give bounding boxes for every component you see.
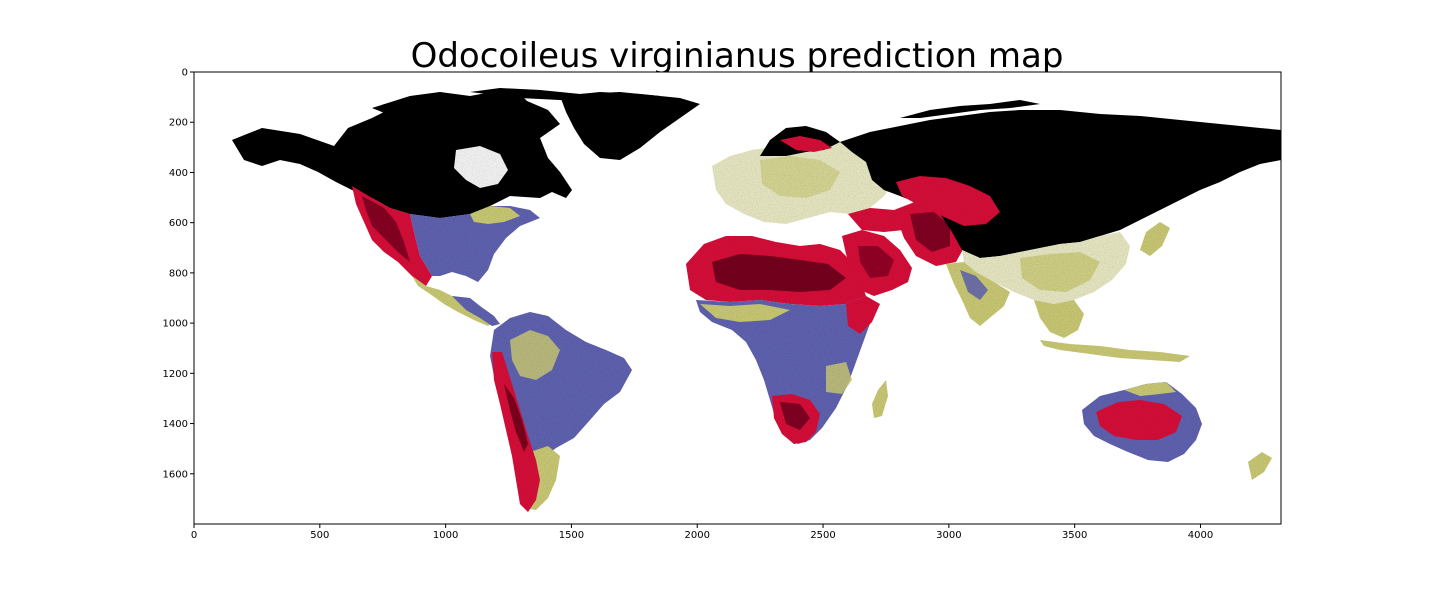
- y-axis-ticks: 0 200 400 600 800 1000 1200 1400 1600: [163, 68, 194, 480]
- europe: [712, 126, 900, 224]
- central-africa: [696, 296, 872, 444]
- madagascar: [872, 380, 888, 418]
- x-tick-label: 2000: [685, 530, 710, 541]
- map-title: Odocoileus virginianus prediction map: [411, 36, 1064, 76]
- indonesia: [1040, 340, 1190, 362]
- arctic-islands: [372, 92, 530, 116]
- central-america: [452, 296, 500, 326]
- east-africa-high: [826, 362, 852, 394]
- horn-of-africa: [846, 296, 880, 334]
- central-asia-red: [896, 176, 1000, 226]
- great-lakes-high: [470, 206, 520, 224]
- new-zealand: [1248, 452, 1272, 480]
- x-tick-label: 2500: [810, 530, 835, 541]
- amazon-high: [510, 330, 560, 380]
- china-high-2: [1020, 252, 1100, 292]
- asia: [840, 100, 1281, 362]
- sahel-high: [700, 304, 790, 322]
- australia-high: [1124, 382, 1176, 396]
- y-tick-label: 1200: [163, 369, 188, 380]
- x-tick-label: 1500: [559, 530, 584, 541]
- north-america-boreal: [232, 96, 572, 218]
- y-tick-label: 200: [169, 118, 188, 129]
- persia-dark: [910, 212, 950, 252]
- greenland: [560, 92, 700, 160]
- scandinavia-red: [780, 136, 832, 152]
- greenland-shape: [560, 92, 700, 160]
- x-tick-label: 0: [191, 530, 197, 541]
- andes-dark: [504, 384, 528, 452]
- western-usa-dark: [362, 196, 410, 262]
- sahara-dark: [712, 254, 846, 292]
- x-axis-ticks: 0 500 1000 1500 2000 2500 3000 3500 4000: [191, 524, 1213, 541]
- y-tick-label: 1000: [163, 319, 188, 330]
- africa: [686, 236, 888, 444]
- europe-high-2: [760, 156, 840, 198]
- arabia-dark: [858, 246, 894, 278]
- y-tick-label: 0: [182, 68, 188, 79]
- x-tick-label: 500: [310, 530, 329, 541]
- plot-frame: [193, 71, 1282, 525]
- arctic-siberia-islands: [900, 100, 1040, 118]
- eastern-usa: [410, 206, 540, 282]
- australia: [1082, 382, 1272, 480]
- map-layer: [194, 72, 1281, 524]
- y-tick-label: 600: [169, 218, 188, 229]
- y-tick-label: 1600: [163, 469, 188, 480]
- x-tick-label: 4000: [1188, 530, 1213, 541]
- japan: [1140, 222, 1170, 256]
- y-tick-label: 400: [169, 168, 188, 179]
- south-asia-blue: [960, 270, 988, 300]
- hudson-bay: [454, 146, 508, 188]
- y-tick-label: 800: [169, 268, 188, 279]
- southern-africa-dark: [780, 402, 810, 430]
- north-america: [232, 88, 660, 326]
- south-america: [490, 312, 632, 512]
- kamchatka: [1210, 142, 1240, 180]
- x-tick-label: 1000: [433, 530, 458, 541]
- russia-siberia: [840, 110, 1281, 258]
- x-tick-label: 3500: [1062, 530, 1087, 541]
- y-tick-label: 1400: [163, 419, 188, 430]
- x-tick-label: 3000: [936, 530, 961, 541]
- southeast-asia: [1034, 300, 1084, 338]
- central-australia: [1096, 400, 1182, 440]
- plot-axes: 0 500 1000 1500 2000 2500 3000 3500 4000 0 200 400…: [163, 68, 1282, 541]
